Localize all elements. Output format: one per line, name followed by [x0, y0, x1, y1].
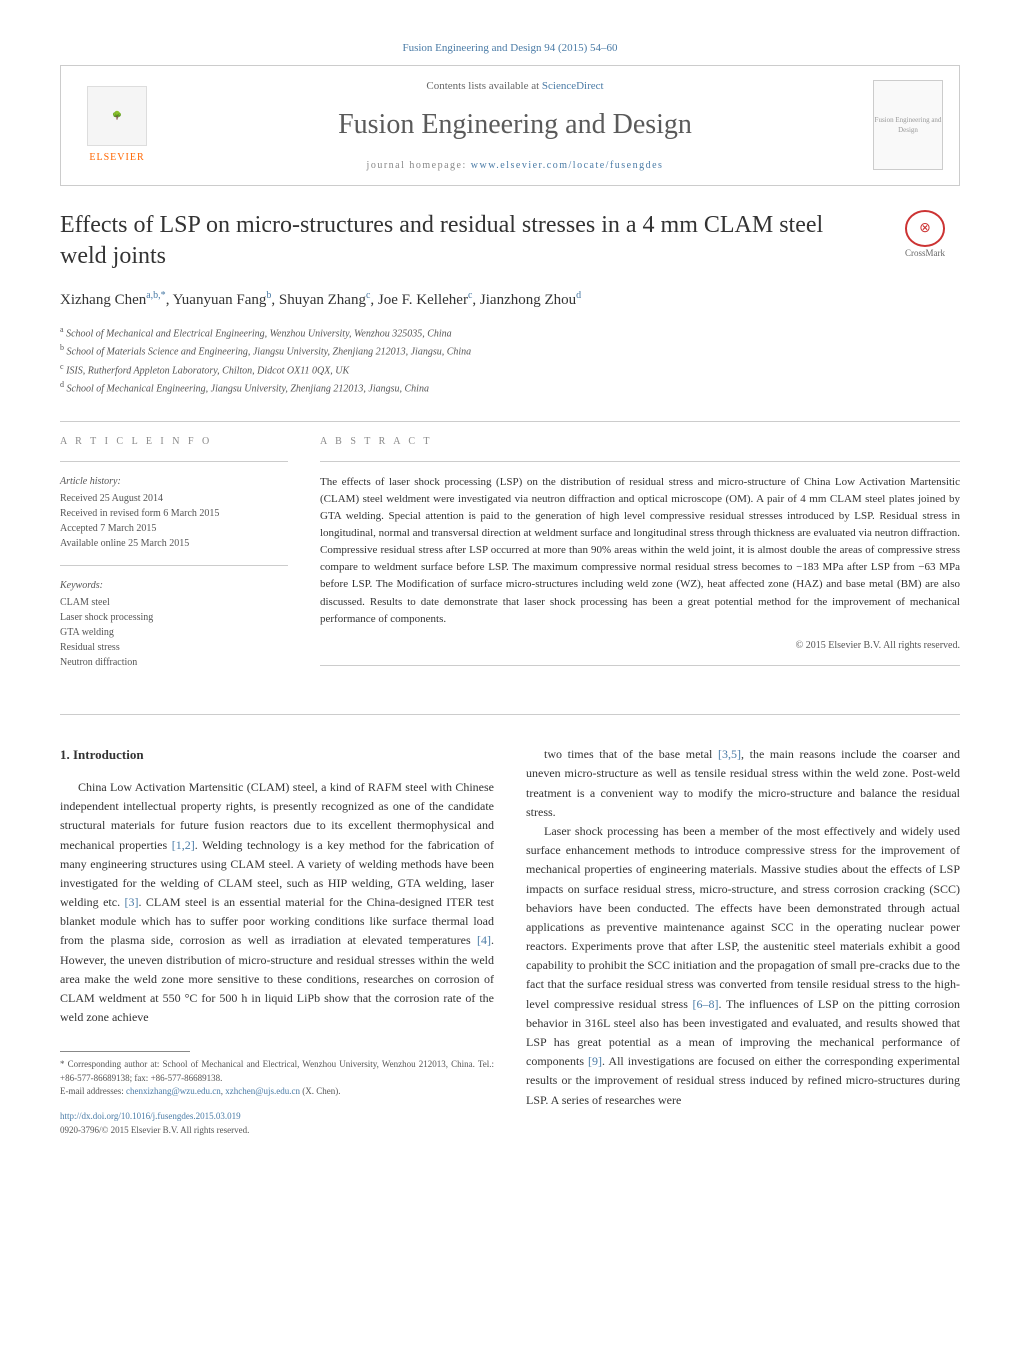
journal-name: Fusion Engineering and Design: [177, 104, 853, 146]
keyword: CLAM steel: [60, 595, 288, 610]
journal-header-box: 🌳 ELSEVIER Contents lists available at S…: [60, 65, 960, 187]
section-title: Introduction: [73, 747, 144, 762]
affiliation: a School of Mechanical and Electrical En…: [60, 324, 960, 342]
author: Shuyan Zhang: [279, 292, 366, 308]
abstract-column: A B S T R A C T The effects of laser sho…: [312, 434, 960, 684]
issn-copyright: 0920-3796/© 2015 Elsevier B.V. All right…: [60, 1125, 249, 1135]
keywords-block: Keywords: CLAM steel Laser shock process…: [60, 578, 288, 670]
citation-link[interactable]: [3,5]: [718, 747, 741, 761]
author-affil: a,b,*: [146, 290, 165, 301]
contents-prefix: Contents lists available at: [426, 80, 541, 92]
citation-link[interactable]: [3]: [124, 895, 138, 909]
sciencedirect-link[interactable]: ScienceDirect: [542, 80, 604, 92]
author-list: Xizhang Chena,b,*, Yuanyuan Fangb, Shuya…: [60, 288, 960, 312]
homepage-link[interactable]: www.elsevier.com/locate/fusengdes: [471, 160, 664, 171]
abstract-copyright: © 2015 Elsevier B.V. All rights reserved…: [320, 638, 960, 653]
affil-text: School of Materials Science and Engineer…: [67, 347, 472, 358]
divider: [320, 665, 960, 666]
footnote-divider: [60, 1051, 190, 1052]
journal-homepage: journal homepage: www.elsevier.com/locat…: [177, 158, 853, 173]
divider: [60, 461, 288, 462]
author-affil: b: [266, 290, 271, 301]
accepted-date: Accepted 7 March 2015: [60, 521, 288, 536]
divider: [320, 461, 960, 462]
contents-available: Contents lists available at ScienceDirec…: [177, 78, 853, 95]
affil-sup: b: [60, 343, 64, 352]
body-paragraph: China Low Activation Martensitic (CLAM) …: [60, 778, 494, 1027]
crossmark-icon: ⊗: [905, 210, 945, 247]
author: Yuanyuan Fang: [173, 292, 267, 308]
affiliation: d School of Mechanical Engineering, Jian…: [60, 379, 960, 397]
author: Joe F. Kelleher: [378, 292, 468, 308]
body-columns: 1. Introduction China Low Activation Mar…: [60, 745, 960, 1138]
online-date: Available online 25 March 2015: [60, 536, 288, 551]
header-citation: Fusion Engineering and Design 94 (2015) …: [60, 40, 960, 57]
section-number: 1.: [60, 747, 70, 762]
abstract-text: The effects of laser shock processing (L…: [320, 474, 960, 627]
affil-sup: a: [60, 325, 64, 334]
footnotes: * Corresponding author at: School of Mec…: [60, 1058, 494, 1099]
author-affil: c: [366, 290, 370, 301]
corresponding-author-note: * Corresponding author at: School of Mec…: [60, 1058, 494, 1085]
info-abstract-row: A R T I C L E I N F O Article history: R…: [60, 434, 960, 684]
keyword: Residual stress: [60, 640, 288, 655]
section-heading: 1. Introduction: [60, 745, 494, 766]
journal-cover-thumbnail: Fusion Engineering and Design: [873, 80, 943, 170]
keyword: Neutron diffraction: [60, 655, 288, 670]
citation-link[interactable]: [9]: [588, 1054, 602, 1068]
article-info-label: A R T I C L E I N F O: [60, 434, 288, 449]
article-info-column: A R T I C L E I N F O Article history: R…: [60, 434, 312, 684]
affil-sup: c: [60, 362, 64, 371]
keyword: GTA welding: [60, 625, 288, 640]
doi-block: http://dx.doi.org/10.1016/j.fusengdes.20…: [60, 1109, 494, 1138]
homepage-label: journal homepage:: [367, 160, 471, 171]
elsevier-label: ELSEVIER: [89, 150, 144, 165]
keywords-head: Keywords:: [60, 578, 288, 593]
divider: [60, 714, 960, 715]
email-link[interactable]: chenxizhang@wzu.edu.cn: [126, 1086, 221, 1096]
affil-sup: d: [60, 380, 64, 389]
crossmark-label: CrossMark: [905, 247, 945, 261]
affiliations: a School of Mechanical and Electrical En…: [60, 324, 960, 397]
body-paragraph: Laser shock processing has been a member…: [526, 822, 960, 1110]
email-link[interactable]: xzhchen@ujs.edu.cn: [225, 1086, 300, 1096]
author-affil: c: [468, 290, 472, 301]
affiliation: c ISIS, Rutherford Appleton Laboratory, …: [60, 361, 960, 379]
divider: [60, 421, 960, 422]
title-row: Effects of LSP on micro-structures and r…: [60, 210, 960, 272]
divider: [60, 565, 288, 566]
history-head: Article history:: [60, 474, 288, 489]
author: Xizhang Chen: [60, 292, 146, 308]
keyword: Laser shock processing: [60, 610, 288, 625]
author: Jianzhong Zhou: [480, 292, 576, 308]
elsevier-logo: 🌳 ELSEVIER: [77, 80, 157, 170]
crossmark-badge[interactable]: ⊗ CrossMark: [890, 210, 960, 260]
abstract-label: A B S T R A C T: [320, 434, 960, 449]
email-label: E-mail addresses:: [60, 1086, 126, 1096]
email-line: E-mail addresses: chenxizhang@wzu.edu.cn…: [60, 1085, 494, 1099]
affil-text: ISIS, Rutherford Appleton Laboratory, Ch…: [66, 365, 349, 376]
author-affil: d: [576, 290, 581, 301]
body-column-left: 1. Introduction China Low Activation Mar…: [60, 745, 494, 1138]
affil-text: School of Mechanical Engineering, Jiangs…: [67, 383, 429, 394]
revised-date: Received in revised form 6 March 2015: [60, 506, 288, 521]
doi-link[interactable]: http://dx.doi.org/10.1016/j.fusengdes.20…: [60, 1111, 241, 1121]
paper-page: Fusion Engineering and Design 94 (2015) …: [0, 0, 1020, 1178]
article-history-block: Article history: Received 25 August 2014…: [60, 474, 288, 551]
elsevier-tree-icon: 🌳: [87, 86, 147, 146]
affiliation: b School of Materials Science and Engine…: [60, 342, 960, 360]
header-center: Contents lists available at ScienceDirec…: [177, 78, 853, 174]
citation-link[interactable]: [6–8]: [693, 997, 719, 1011]
body-column-right: two times that of the base metal [3,5], …: [526, 745, 960, 1138]
article-title: Effects of LSP on micro-structures and r…: [60, 210, 870, 272]
body-paragraph: two times that of the base metal [3,5], …: [526, 745, 960, 822]
affil-text: School of Mechanical and Electrical Engi…: [66, 328, 452, 339]
citation-link[interactable]: [1,2]: [172, 838, 195, 852]
email-suffix: (X. Chen).: [300, 1086, 341, 1096]
citation-link[interactable]: [4]: [477, 933, 491, 947]
received-date: Received 25 August 2014: [60, 491, 288, 506]
